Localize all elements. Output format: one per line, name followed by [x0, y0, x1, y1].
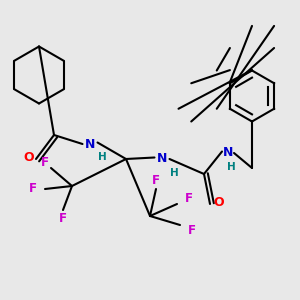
Text: O: O: [23, 151, 34, 164]
Text: F: F: [41, 155, 49, 169]
Text: N: N: [157, 152, 167, 166]
Text: F: F: [59, 212, 67, 226]
Text: H: H: [169, 167, 178, 178]
Text: F: F: [29, 182, 37, 196]
Text: N: N: [223, 146, 233, 160]
Text: O: O: [214, 196, 224, 209]
Text: F: F: [152, 173, 160, 187]
Text: N: N: [85, 137, 95, 151]
Text: H: H: [226, 162, 236, 172]
Text: H: H: [98, 152, 106, 163]
Text: F: F: [185, 191, 193, 205]
Text: F: F: [188, 224, 196, 238]
